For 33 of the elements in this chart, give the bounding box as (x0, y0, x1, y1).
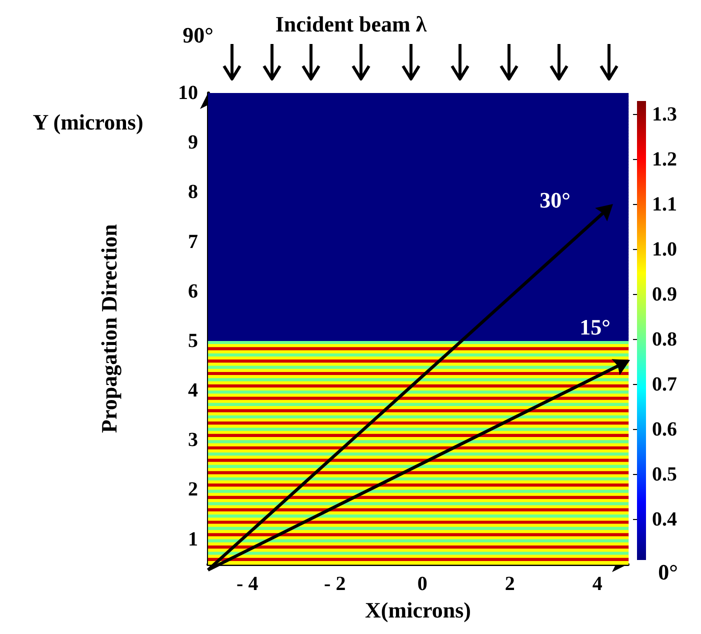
x-tick-label: - 2 (324, 573, 346, 596)
y-tick-label: 7 (188, 230, 198, 253)
y-tick-label: 1 (188, 528, 198, 550)
color-bar-label: 0.6 (652, 418, 677, 440)
text: 0° (658, 560, 678, 584)
x-tick-label: 4 (592, 573, 602, 596)
x-axis-title: X(microns) (365, 598, 471, 622)
text: 90° (182, 22, 214, 48)
y-tick-label: 4 (188, 380, 198, 402)
annotation: 15° (580, 314, 610, 340)
color-bar-label: 0.8 (652, 328, 677, 350)
annotation: 30° (540, 188, 570, 212)
y-tick-label: 3 (188, 429, 198, 452)
color-bar-label: 0.7 (652, 374, 677, 396)
chart-title: Incident beam λ (275, 12, 427, 36)
y-tick-label: 5 (188, 330, 198, 352)
color-bar-label: 1.0 (652, 238, 677, 260)
y-axis-title: Propagation Direction (96, 224, 122, 433)
color-bar-label: 1.3 (652, 104, 677, 126)
x-tick-label: - 4 (236, 573, 258, 596)
color-bar-label: 1.1 (652, 194, 677, 216)
x-tick-label: 2 (504, 573, 515, 596)
text: Y (microns) (32, 110, 144, 134)
color-bar-label: 0.4 (652, 508, 677, 530)
y-tick-label: 9 (188, 132, 198, 154)
x-tick-label: 0 (417, 573, 428, 596)
color-bar-label: 1.2 (652, 148, 677, 170)
color-bar-label: 0.5 (652, 464, 677, 486)
y-tick-label: 8 (188, 181, 198, 204)
y-tick-label: 6 (188, 280, 198, 302)
y-tick-label: 2 (188, 478, 198, 501)
y-tick-label: 10 (178, 82, 198, 104)
color-bar-label: 0.9 (652, 284, 677, 306)
